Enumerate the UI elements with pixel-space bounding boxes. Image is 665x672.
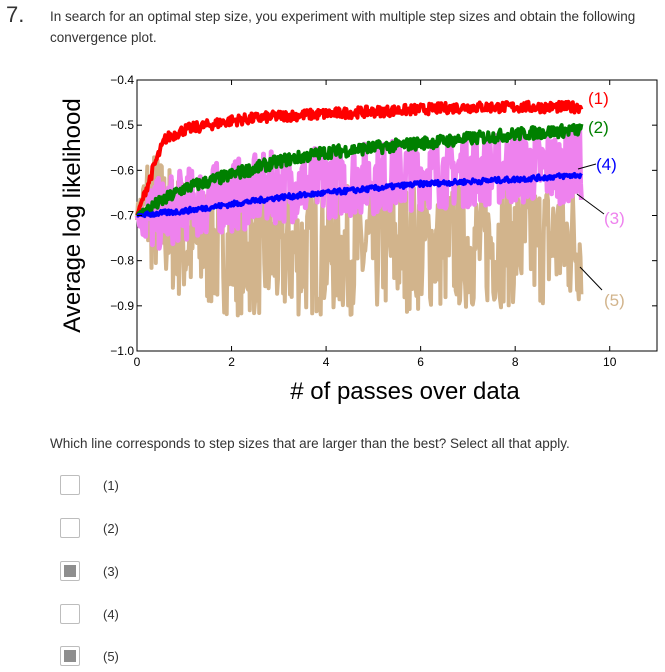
option-1[interactable]: (1) <box>60 472 119 498</box>
option-1-label: (1) <box>103 477 119 493</box>
y-tick-label: −1.0 <box>110 344 134 358</box>
x-axis-label: # of passes over data <box>290 378 520 405</box>
x-tick-label: 6 <box>417 355 424 369</box>
option-3-checkbox[interactable] <box>60 561 80 581</box>
y-tick-label: −0.6 <box>110 163 134 177</box>
x-tick-label: 4 <box>323 355 330 369</box>
option-1-checkbox[interactable] <box>60 475 80 495</box>
option-5[interactable]: (5) <box>60 643 119 669</box>
question-prompt: Which line corresponds to step sizes tha… <box>50 436 570 451</box>
option-2[interactable]: (2) <box>60 515 119 541</box>
annotation-leader <box>577 163 597 170</box>
y-axis-label: Average log likelihood <box>59 98 86 332</box>
option-5-label: (5) <box>103 648 119 664</box>
convergence-chart: 0 2 4 6 8 10 −0.4 −0.5 −0.6 −0.7 −0.8 −0.9 −1.0 # of … <box>59 73 658 405</box>
series-annotation-3: (3) <box>604 209 625 228</box>
y-tick-label: −0.7 <box>110 209 134 223</box>
series-annotation-2: (2) <box>588 118 609 137</box>
option-3-label: (3) <box>103 563 119 579</box>
option-2-checkbox[interactable] <box>60 518 80 538</box>
x-tick-label: 10 <box>603 355 617 369</box>
option-4[interactable]: (4) <box>60 601 119 627</box>
y-tick-label: −0.9 <box>110 299 134 313</box>
series-line-3 <box>134 128 584 251</box>
option-5-checkbox[interactable] <box>60 646 80 666</box>
series-annotation-5: (5) <box>604 291 625 310</box>
y-tick-label: −0.8 <box>110 254 134 268</box>
option-4-label: (4) <box>103 606 119 622</box>
series-annotation-4: (4) <box>596 155 617 174</box>
series-line-1 <box>135 99 584 217</box>
x-tick-label: 2 <box>228 355 235 369</box>
y-tick-label: −0.5 <box>110 118 134 132</box>
series-line-2 <box>135 123 584 218</box>
question-text: In search for an optimal step size, you … <box>50 9 636 45</box>
x-tick-label: 0 <box>134 355 141 369</box>
x-tick-label: 8 <box>512 355 519 369</box>
annotation-leader <box>579 266 603 291</box>
option-4-checkbox[interactable] <box>60 604 80 624</box>
series-line-4 <box>136 171 583 219</box>
y-tick-label: −0.4 <box>110 73 134 87</box>
series-annotation-1: (1) <box>588 89 609 108</box>
annotation-leader <box>576 193 605 215</box>
question-number: 7. <box>6 2 25 27</box>
option-3[interactable]: (3) <box>60 558 119 584</box>
option-2-label: (2) <box>103 520 119 536</box>
